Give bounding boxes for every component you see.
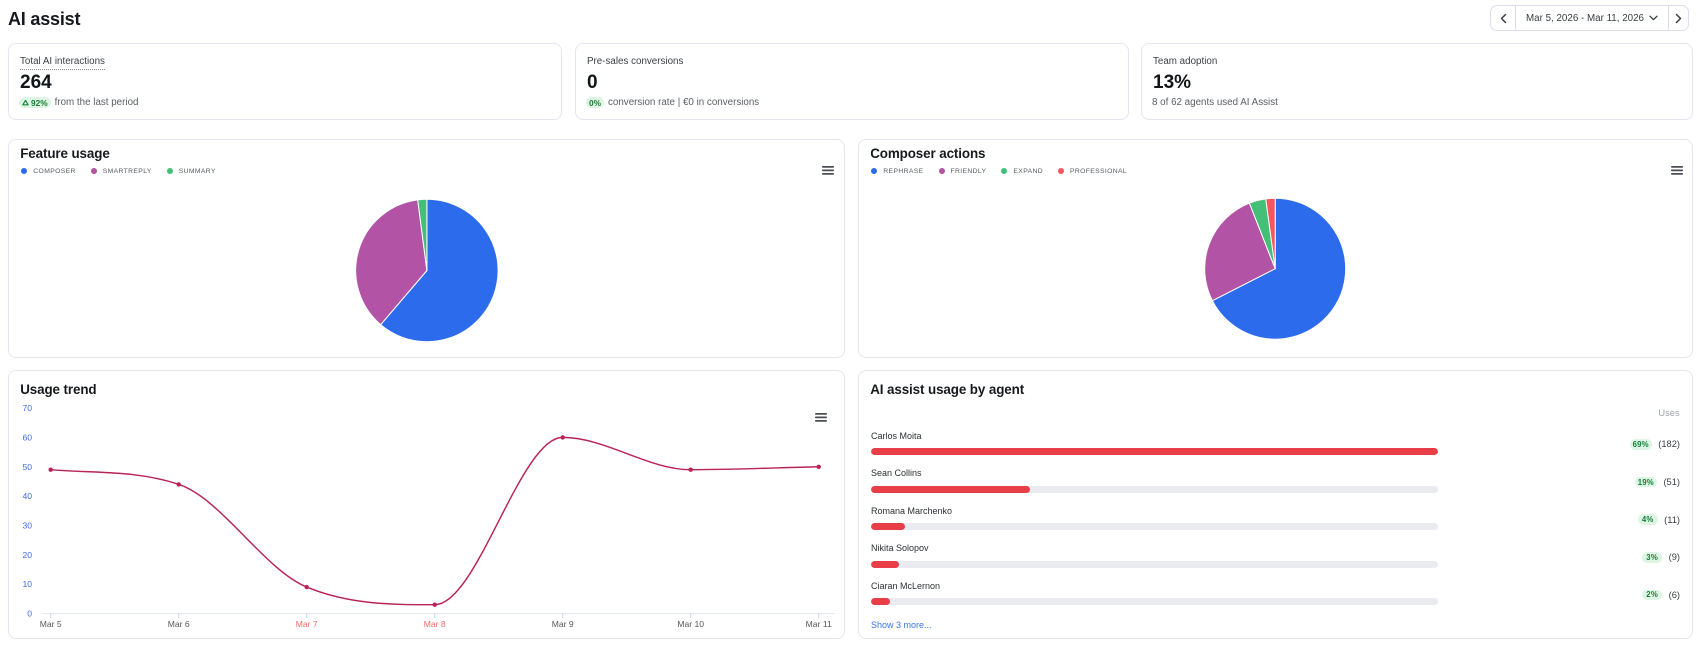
svg-text:30: 30 <box>22 521 32 531</box>
svg-text:60: 60 <box>22 432 32 442</box>
svg-text:40: 40 <box>22 491 32 501</box>
svg-text:Mar 6: Mar 6 <box>168 619 190 629</box>
svg-text:Mar 5: Mar 5 <box>40 619 62 629</box>
svg-text:Mar 9: Mar 9 <box>552 619 574 629</box>
svg-text:20: 20 <box>22 550 32 560</box>
svg-text:Mar 8: Mar 8 <box>424 619 446 629</box>
svg-text:50: 50 <box>22 462 32 472</box>
svg-text:0: 0 <box>27 609 32 619</box>
svg-text:Mar 7: Mar 7 <box>296 619 318 629</box>
svg-text:Mar 11: Mar 11 <box>806 619 832 629</box>
svg-text:Mar 10: Mar 10 <box>677 619 704 629</box>
svg-text:10: 10 <box>22 579 32 589</box>
svg-text:70: 70 <box>22 403 32 413</box>
